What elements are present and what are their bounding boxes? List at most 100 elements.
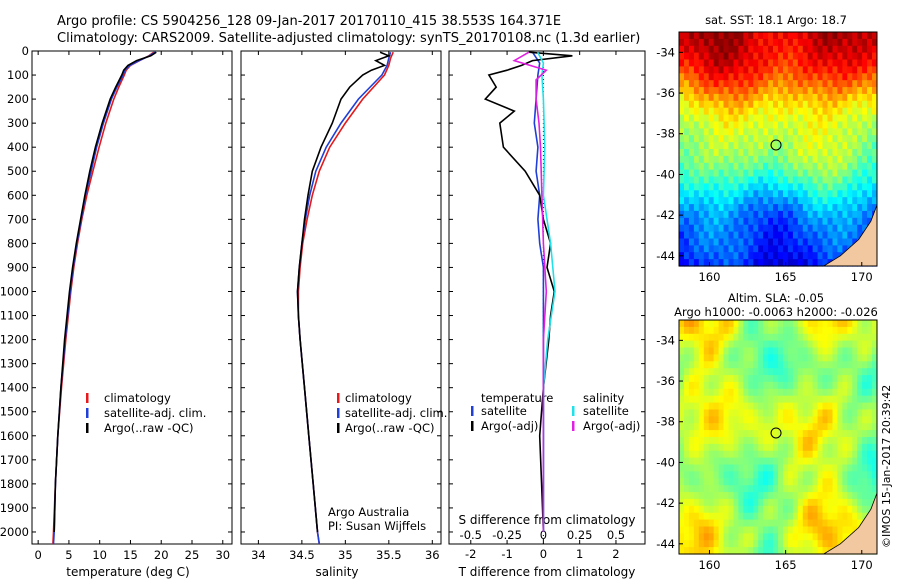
map-cell	[688, 375, 695, 383]
map-cell	[703, 320, 710, 328]
map-cell	[748, 162, 754, 171]
map-cell	[758, 498, 764, 507]
map-cell	[792, 121, 799, 129]
map-cell	[822, 204, 828, 212]
map-cell	[773, 80, 779, 88]
map-cell	[703, 45, 710, 54]
map-cell	[832, 450, 838, 459]
map-cell	[817, 519, 824, 528]
map-cell	[792, 252, 799, 260]
depth-tick-label: 1700	[0, 453, 29, 467]
map-cell	[797, 505, 804, 514]
temperature-legend: climatology satellite-adj. clim. Argo(..…	[86, 391, 206, 435]
map-cell	[688, 107, 695, 116]
map-cell	[748, 149, 754, 157]
map-cell	[867, 368, 873, 376]
map-cell	[847, 320, 853, 328]
map-cell	[748, 423, 754, 431]
map-cell	[703, 347, 710, 355]
map-cell	[698, 443, 705, 452]
map-cell	[807, 32, 814, 40]
legend-title-temperature: temperature	[481, 391, 553, 405]
map-cell	[827, 100, 833, 109]
map-cell	[827, 512, 833, 521]
map-cell	[802, 114, 809, 123]
map-cell	[792, 59, 799, 67]
map-cell	[847, 340, 853, 349]
map-cell	[748, 464, 754, 472]
map-cell	[832, 224, 838, 233]
map-cell	[738, 340, 744, 349]
map-cell	[763, 73, 769, 81]
map-cell	[763, 340, 769, 349]
map-cell	[822, 375, 828, 383]
map-cell	[698, 190, 705, 198]
map-cell	[688, 45, 695, 54]
map-cell	[792, 416, 799, 424]
map-cell	[802, 121, 809, 129]
map-cell	[792, 361, 799, 369]
map-cell	[753, 498, 759, 507]
map-cell	[679, 457, 685, 466]
map-cell	[743, 169, 749, 178]
map-cell	[783, 142, 789, 150]
map-cell	[802, 162, 809, 171]
map-cell	[842, 388, 848, 397]
map-cell	[783, 333, 789, 342]
map-cell	[817, 395, 824, 404]
map-cell	[743, 135, 749, 143]
map-cell	[862, 217, 868, 226]
map-cell	[723, 526, 729, 534]
map-cell	[822, 320, 828, 328]
map-cell	[802, 437, 809, 445]
map-cell	[708, 505, 715, 514]
map-cell	[733, 547, 739, 555]
map-cell	[812, 32, 819, 40]
map-cell	[703, 340, 710, 349]
map-cell	[842, 361, 848, 369]
map-cell	[778, 217, 784, 226]
map-cell	[723, 326, 729, 335]
map-cell	[852, 73, 858, 81]
map-cell	[763, 485, 769, 493]
map-cell	[728, 423, 734, 431]
map-cell	[718, 224, 725, 233]
map-cell	[857, 80, 863, 88]
map-cell	[738, 388, 744, 397]
map-cell	[758, 142, 764, 150]
map-cell	[857, 197, 863, 205]
map-cell	[688, 478, 695, 486]
map-cell	[684, 512, 690, 521]
map-cell	[688, 128, 695, 136]
map-cell	[723, 333, 729, 342]
map-cell	[703, 93, 710, 102]
map-cell	[693, 238, 700, 246]
map-cell	[822, 395, 828, 404]
map-cell	[723, 52, 729, 61]
map-cell	[728, 430, 734, 438]
map-cell	[708, 457, 715, 466]
map-cell	[773, 169, 779, 178]
map-cell	[857, 471, 863, 479]
map-cell	[708, 361, 715, 369]
map-cell	[787, 149, 794, 157]
x-tick-label: 20	[154, 548, 169, 562]
map-cell	[713, 231, 720, 240]
map-cell	[743, 423, 749, 431]
map-cell	[748, 375, 754, 383]
map-cell	[807, 368, 814, 376]
map-cell	[684, 423, 690, 431]
map-cell	[684, 526, 690, 534]
map-cell	[797, 443, 804, 452]
map-cell	[743, 457, 749, 466]
map-cell	[758, 388, 764, 397]
map-cell	[758, 176, 764, 184]
map-cell	[728, 231, 734, 240]
map-cell	[758, 162, 764, 171]
map-cell	[763, 368, 769, 376]
map-cell	[733, 540, 739, 548]
map-cell	[842, 162, 848, 171]
map-cell	[753, 450, 759, 459]
map-cell	[738, 547, 744, 555]
map-cell	[684, 87, 690, 95]
